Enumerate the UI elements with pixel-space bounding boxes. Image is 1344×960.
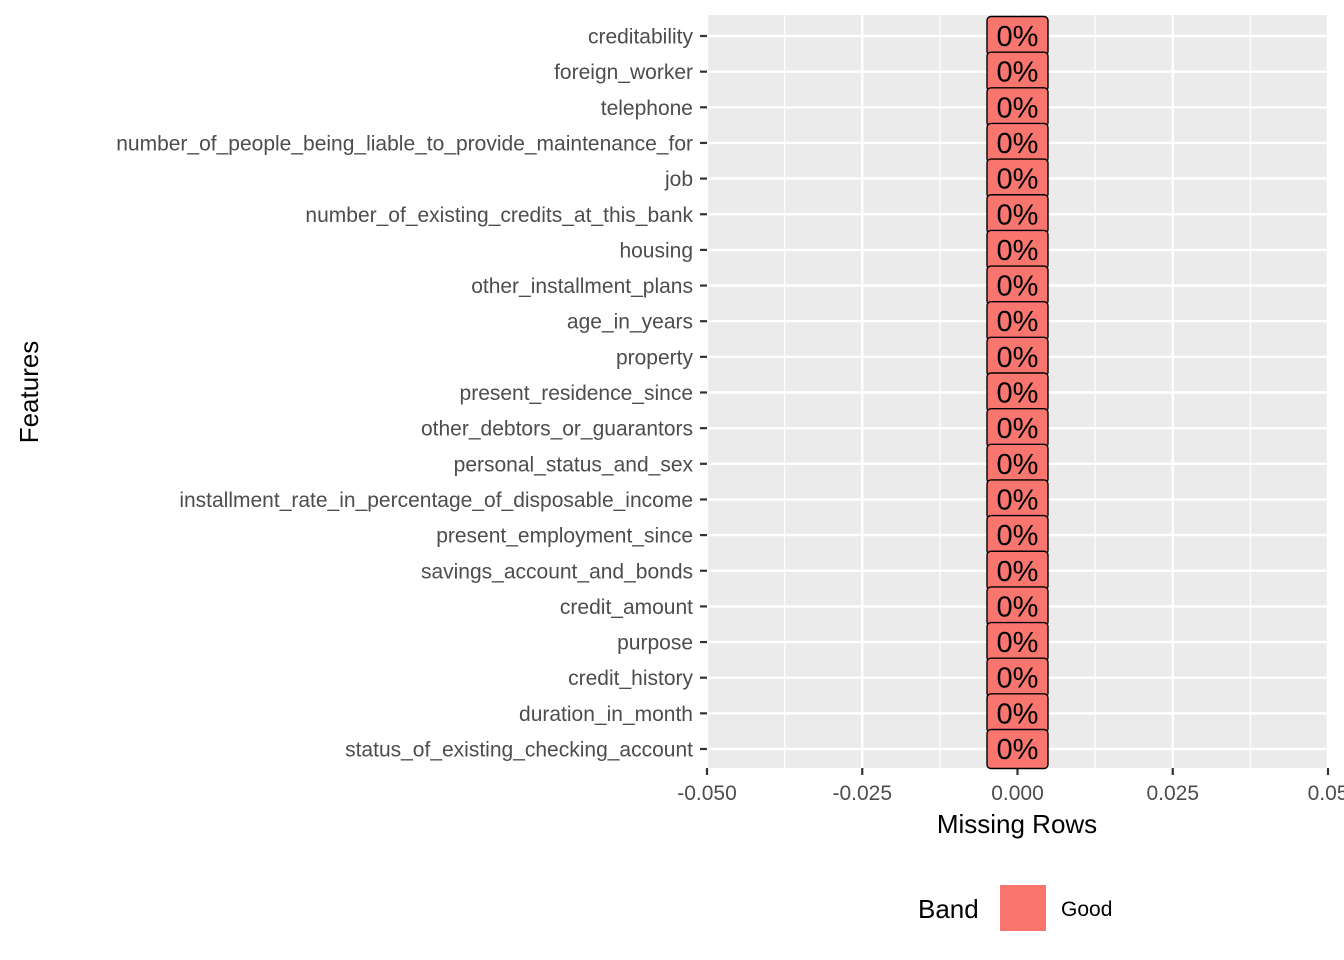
y-tick-label: present_employment_since <box>436 525 693 548</box>
x-tick-label: -0.050 <box>677 782 737 805</box>
y-tick-label: number_of_people_being_liable_to_provide… <box>116 132 693 155</box>
data-label: 0% <box>997 199 1039 231</box>
data-labels: 0%0%0%0%0%0%0%0%0%0%0%0%0%0%0%0%0%0%0%0%… <box>986 15 1049 770</box>
y-tick-label: duration_in_month <box>519 703 693 726</box>
data-label-box <box>986 728 1049 770</box>
x-tick-label: 0.05 <box>1308 782 1344 805</box>
data-label: 0% <box>997 164 1039 196</box>
legend: Band Good <box>918 885 1112 931</box>
data-label: 0% <box>997 57 1039 89</box>
y-tick-label: telephone <box>601 97 693 120</box>
data-label: 0% <box>997 627 1039 659</box>
y-tick-label: savings_account_and_bonds <box>421 560 693 583</box>
data-label: 0% <box>997 92 1039 124</box>
y-tick-label: number_of_existing_credits_at_this_bank <box>305 204 693 227</box>
data-label: 0% <box>997 306 1039 338</box>
y-tick-label: status_of_existing_checking_account <box>345 739 693 762</box>
legend-title: Band <box>918 894 979 924</box>
data-label: 0% <box>997 271 1039 303</box>
data-label: 0% <box>997 698 1039 730</box>
x-tick-label: 0.000 <box>991 782 1044 805</box>
y-tick-label: housing <box>619 239 693 262</box>
data-label: 0% <box>997 663 1039 695</box>
x-tick-label: 0.025 <box>1146 782 1199 805</box>
y-tick-label: foreign_worker <box>554 61 693 84</box>
data-label: 0% <box>997 235 1039 267</box>
x-tick-label: -0.025 <box>832 782 892 805</box>
y-tick-label: credit_amount <box>560 596 693 619</box>
y-tick-label: creditability <box>588 26 694 49</box>
data-label: 0% <box>997 556 1039 588</box>
data-label: 0% <box>997 378 1039 410</box>
y-tick-label: property <box>616 346 694 369</box>
y-tick-label: credit_history <box>568 667 693 690</box>
y-tick-label: purpose <box>617 632 693 655</box>
legend-label-good: Good <box>1061 898 1112 921</box>
x-axis-title: Missing Rows <box>937 809 1097 839</box>
y-tick-label: other_installment_plans <box>471 275 693 298</box>
y-axis-title: Features <box>14 341 44 444</box>
data-label: 0% <box>997 413 1039 445</box>
data-label: 0% <box>997 128 1039 160</box>
y-tick-label: job <box>664 168 693 191</box>
x-axis: -0.050 -0.025 0.000 0.025 0.05 <box>677 768 1344 805</box>
data-label: 0% <box>997 21 1039 53</box>
data-label: 0% <box>997 342 1039 374</box>
data-label: 0% <box>997 484 1039 516</box>
y-tick-label: present_residence_since <box>460 382 693 405</box>
data-label: 0% <box>997 520 1039 552</box>
data-label: 0% <box>997 591 1039 623</box>
y-tick-label: installment_rate_in_percentage_of_dispos… <box>179 489 693 512</box>
y-tick-label: other_debtors_or_guarantors <box>421 418 693 441</box>
y-tick-label: age_in_years <box>567 311 693 334</box>
legend-key-good <box>1000 885 1046 931</box>
y-tick-label: personal_status_and_sex <box>454 453 694 476</box>
data-label: 0% <box>997 734 1039 766</box>
data-label: 0% <box>997 449 1039 481</box>
y-axis: creditability foreign_worker telephone numb… <box>116 26 707 762</box>
